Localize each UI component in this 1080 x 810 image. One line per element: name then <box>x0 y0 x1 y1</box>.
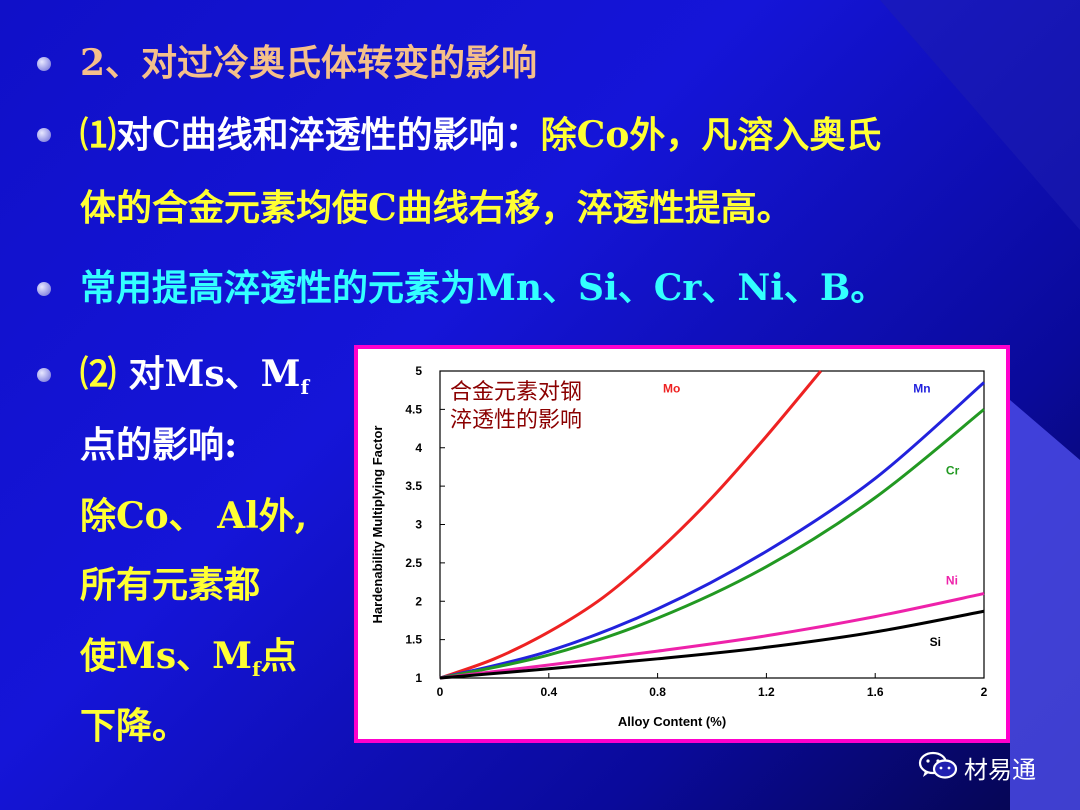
wechat-icon <box>918 751 958 779</box>
y-tick-label: 2 <box>415 594 422 608</box>
x-tick-label: 0 <box>437 685 444 699</box>
point-1-topic: 对C曲线和淬透性的影响： <box>116 114 541 156</box>
point-3-subscript: f <box>300 375 310 399</box>
point-3-line-2: 点的影响: <box>80 424 238 466</box>
point-1-line-2: 体的合金元素均使C曲线右移，淬透性提高。 <box>80 187 793 229</box>
bullet-2 <box>37 128 51 142</box>
chart-title-line-2: 淬透性的影响 <box>450 408 582 433</box>
point-3-line-5-b: 点 <box>260 635 297 677</box>
x-axis-label: Alloy Content (%) <box>618 714 726 729</box>
x-tick-label: 0.8 <box>649 685 666 699</box>
point-3-topic-a: 对Ms、M <box>116 353 301 395</box>
y-tick-label: 4 <box>415 441 422 455</box>
point-2-text: 常用提高淬透性的元素为Mn、Si、Cr、Ni、B。 <box>80 267 887 309</box>
y-tick-label: 3.5 <box>405 479 422 493</box>
series-label-mo: Mo <box>663 381 680 395</box>
point-3-line-6: 下降。 <box>80 705 189 747</box>
chart-frame: 0 0.4 0.8 1.2 1.6 2 1 1.5 2 2.5 3 3.5 4 4.5 5 Alloy Con… <box>354 345 1010 743</box>
point-3-line-5-subscript: f <box>251 657 261 681</box>
point-3-line-5: 使Ms、Mf点 <box>80 635 297 679</box>
x-tick-label: 0.4 <box>540 685 557 699</box>
series-label-si: Si <box>930 635 941 649</box>
series-label-mn: Mn <box>913 381 930 395</box>
bullet-1 <box>37 57 51 71</box>
point-3-line-4: 所有元素都 <box>80 564 261 606</box>
point-1-text-a: 除Co外，凡溶入奥氏 <box>540 114 882 156</box>
series-line-cr <box>439 408 985 680</box>
bullet-3 <box>37 282 51 296</box>
series-label-cr: Cr <box>946 464 960 478</box>
series-line-mn <box>439 381 985 680</box>
chart-axes: 0 0.4 0.8 1.2 1.6 2 1 1.5 2 2.5 3 3.5 4 4.5 5 Alloy Con… <box>370 364 988 729</box>
bullet-4 <box>37 368 51 382</box>
series-line-si <box>439 609 985 680</box>
x-tick-label: 2 <box>981 685 988 699</box>
hardenability-chart: 0 0.4 0.8 1.2 1.6 2 1 1.5 2 2.5 3 3.5 4 4.5 5 Alloy Con… <box>370 364 988 729</box>
chart-title-line-1: 合金元素对钢 <box>450 380 582 405</box>
series-line-ni <box>439 592 985 680</box>
point-3-line-5-a: 使Ms、M <box>80 635 252 677</box>
point-3-line-1: ⑵ 对Ms、Mf <box>80 353 309 397</box>
series-label-ni: Ni <box>946 573 958 587</box>
watermark-text: 材易通 <box>964 756 1036 784</box>
y-tick-label: 1 <box>415 671 422 685</box>
point-1-number: ⑴ <box>80 114 117 156</box>
y-axis-label: Hardenability Multiplying Factor <box>370 426 385 624</box>
y-tick-label: 3 <box>415 518 422 532</box>
point-3-number: ⑵ <box>80 353 117 395</box>
y-tick-label: 5 <box>415 364 422 378</box>
watermark: 材易通 <box>918 748 1058 784</box>
slide-heading: 2、对过冷奥氏体转变的影响 <box>80 42 538 84</box>
x-tick-label: 1.2 <box>758 685 775 699</box>
series-line-mo <box>439 370 822 680</box>
y-tick-label: 1.5 <box>405 633 422 647</box>
point-3-line-3: 除Co、 Al外, <box>80 495 308 537</box>
x-tick-label: 1.6 <box>867 685 884 699</box>
chart-curves <box>439 370 985 680</box>
chart-labels: Mo Mn Cr Ni Si <box>663 381 960 648</box>
y-tick-label: 2.5 <box>405 556 422 570</box>
point-1-line-1: ⑴对C曲线和淬透性的影响：除Co外，凡溶入奥氏 <box>80 117 881 153</box>
y-tick-label: 4.5 <box>405 402 422 416</box>
